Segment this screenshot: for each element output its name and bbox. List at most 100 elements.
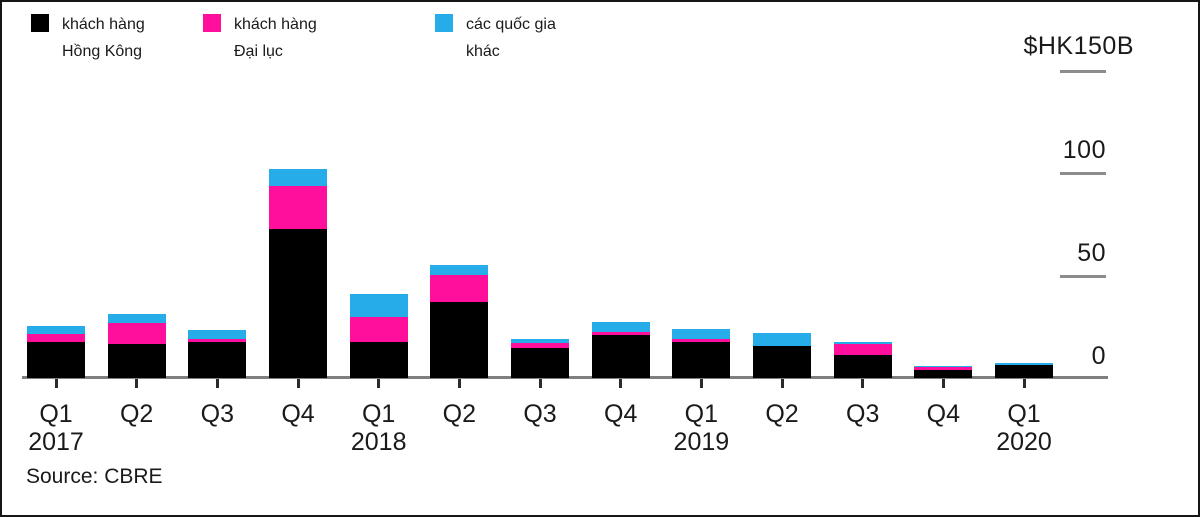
- x-axis-tick-q2-2018: [457, 379, 461, 388]
- legend-item-hong-kong-clients: khách hàng Hồng Kông: [31, 11, 145, 65]
- legend-label-line: khách hàng: [234, 16, 317, 33]
- x-axis-tick-q1-2019: [699, 379, 703, 388]
- bar-segment-cac-quoc-gia-khac-q2-2019: [753, 333, 812, 346]
- x-axis-tick-q2-2019: [780, 379, 784, 388]
- bar-segment-khach-hang-ai-luc-q4-2017: [269, 185, 327, 229]
- bar-q1-2020: [995, 363, 1054, 379]
- bar-segment-khach-hang-ai-luc-q3-2018: [511, 342, 570, 348]
- x-axis-tick-q4-2017: [296, 379, 300, 388]
- x-axis-quarter-label-q2-2018: Q2: [442, 400, 477, 428]
- x-axis-quarter-label-q1-2020: Q1: [1007, 400, 1041, 428]
- bar-segment-khach-hang-hong-kong-q4-2017: [269, 228, 327, 379]
- x-axis-year-label-2017: 2017: [28, 428, 84, 456]
- bar-segment-khach-hang-ai-luc-q3-2017: [188, 338, 247, 342]
- bar-segment-cac-quoc-gia-khac-q1-2020: [995, 363, 1054, 366]
- y-axis-tick-150: [1060, 70, 1106, 73]
- bar-segment-khach-hang-hong-kong-q4-2018: [591, 335, 650, 379]
- x-axis-quarter-label-q4-2018: Q4: [604, 400, 638, 428]
- bar-segment-khach-hang-ai-luc-q4-2018: [591, 332, 650, 336]
- bar-segment-khach-hang-hong-kong-q2-2018: [430, 301, 489, 379]
- bar-q4-2018: [591, 322, 650, 379]
- x-axis-tick-q4-2018: [619, 379, 623, 388]
- bar-segment-cac-quoc-gia-khac-q4-2018: [591, 322, 650, 333]
- bar-segment-cac-quoc-gia-khac-q3-2017: [188, 330, 247, 339]
- x-axis-quarter-label-q3-2017: Q3: [200, 400, 234, 428]
- x-axis-quarter-label-q1-2017: Q1: [39, 400, 73, 428]
- bar-segment-cac-quoc-gia-khac-q2-2017: [107, 313, 166, 324]
- source-label: Source: CBRE: [26, 465, 163, 488]
- y-axis-tick-50: [1060, 275, 1106, 278]
- x-axis-quarter-label-q4-2017: Q4: [281, 400, 315, 428]
- bar-q3-2017: [188, 330, 247, 379]
- bar-q3-2018: [511, 338, 570, 379]
- legend-label-line: khách hàng: [62, 16, 145, 33]
- x-axis-tick-q1-2018: [377, 379, 381, 388]
- bar-q2-2017: [107, 313, 166, 379]
- x-axis-quarter-label-q3-2019: Q3: [846, 400, 880, 428]
- bar-segment-khach-hang-ai-luc-q1-2019: [672, 338, 731, 342]
- x-axis-year-label-2019: 2019: [673, 428, 730, 456]
- y-axis-label-0: 0: [1091, 342, 1106, 370]
- legend-label-line: Đại lục: [234, 43, 283, 60]
- bar-segment-khach-hang-ai-luc-q4-2019: [914, 367, 973, 371]
- x-axis-quarter-label-q2-2017: Q2: [119, 400, 154, 428]
- bar-q2-2018: [430, 264, 489, 379]
- bar-segment-cac-quoc-gia-khac-q4-2017: [269, 169, 327, 186]
- y-axis-tick-100: [1060, 172, 1106, 175]
- legend-swatch-other-countries: [435, 14, 453, 32]
- bar-q1-2019: [672, 329, 731, 379]
- bar-segment-khach-hang-hong-kong-q3-2017: [188, 341, 247, 379]
- legend-swatch-hong-kong-clients: [31, 14, 49, 32]
- bar-segment-khach-hang-ai-luc-q1-2017: [27, 334, 85, 342]
- bar-segment-cac-quoc-gia-khac-q1-2018: [349, 294, 408, 317]
- x-axis-quarter-label-q4-2019: Q4: [926, 400, 961, 428]
- bar-q4-2019: [914, 366, 973, 379]
- x-axis-year-label-2018: 2018: [350, 428, 407, 456]
- legend-item-other-countries: các quốc gia khác: [435, 11, 556, 65]
- bar-segment-cac-quoc-gia-khac-q1-2017: [27, 326, 85, 335]
- x-axis-tick-q2-2017: [135, 379, 139, 388]
- x-axis-quarter-label-q1-2019: Q1: [684, 400, 719, 428]
- bar-segment-cac-quoc-gia-khac-q3-2018: [511, 338, 570, 343]
- bar-segment-cac-quoc-gia-khac-q2-2018: [430, 264, 489, 275]
- y-axis-label-100: 100: [1062, 136, 1106, 164]
- bar-segment-khach-hang-hong-kong-q1-2017: [27, 341, 85, 379]
- bar-segment-khach-hang-hong-kong-q1-2018: [349, 341, 408, 379]
- bar-segment-khach-hang-hong-kong-q3-2019: [833, 354, 892, 379]
- bar-segment-khach-hang-hong-kong-q1-2020: [995, 365, 1054, 379]
- bar-segment-khach-hang-hong-kong-q3-2018: [511, 347, 570, 379]
- bar-segment-cac-quoc-gia-khac-q3-2019: [833, 341, 892, 344]
- bar-q1-2017: [27, 326, 85, 379]
- bar-q4-2017: [269, 169, 327, 379]
- bar-segment-khach-hang-hong-kong-q2-2017: [107, 343, 166, 379]
- x-axis-tick-q1-2020: [1022, 379, 1026, 388]
- x-axis-tick-q1-2017: [54, 379, 58, 388]
- bar-segment-khach-hang-ai-luc-q1-2018: [349, 316, 408, 342]
- y-axis-unit-label: $HK150B: [1023, 32, 1134, 60]
- legend-label-line: Hồng Kông: [62, 43, 143, 60]
- bar-segment-khach-hang-ai-luc-q2-2017: [107, 323, 166, 344]
- bar-q2-2019: [753, 333, 812, 379]
- bar-segment-khach-hang-hong-kong-q1-2019: [672, 341, 731, 379]
- legend-swatch-mainland-clients: [203, 14, 221, 32]
- bar-segment-khach-hang-ai-luc-q2-2018: [430, 274, 489, 302]
- legend-label-line: khác: [466, 43, 500, 60]
- legend-label-line: các quốc gia: [466, 16, 556, 33]
- bar-q3-2019: [833, 341, 892, 379]
- bar-segment-khach-hang-ai-luc-q3-2019: [833, 343, 892, 355]
- x-axis-quarter-label-q1-2018: Q1: [361, 400, 396, 428]
- x-axis-year-label-2020: 2020: [996, 428, 1052, 456]
- x-axis-tick-q3-2017: [215, 379, 219, 388]
- y-axis-label-50: 50: [1077, 239, 1106, 267]
- x-axis-tick-q3-2019: [861, 379, 865, 388]
- x-axis-quarter-label-q2-2019: Q2: [765, 400, 799, 428]
- bar-q1-2018: [349, 294, 408, 379]
- x-axis-tick-q3-2018: [538, 379, 542, 388]
- bar-segment-khach-hang-hong-kong-q2-2019: [753, 345, 812, 379]
- x-axis-tick-q4-2019: [941, 379, 945, 388]
- legend-item-mainland-clients: khách hàng Đại lục: [203, 11, 317, 65]
- bar-segment-cac-quoc-gia-khac-q1-2019: [672, 329, 731, 339]
- x-axis-quarter-label-q3-2018: Q3: [523, 400, 557, 428]
- bar-segment-cac-quoc-gia-khac-q4-2019: [914, 366, 973, 368]
